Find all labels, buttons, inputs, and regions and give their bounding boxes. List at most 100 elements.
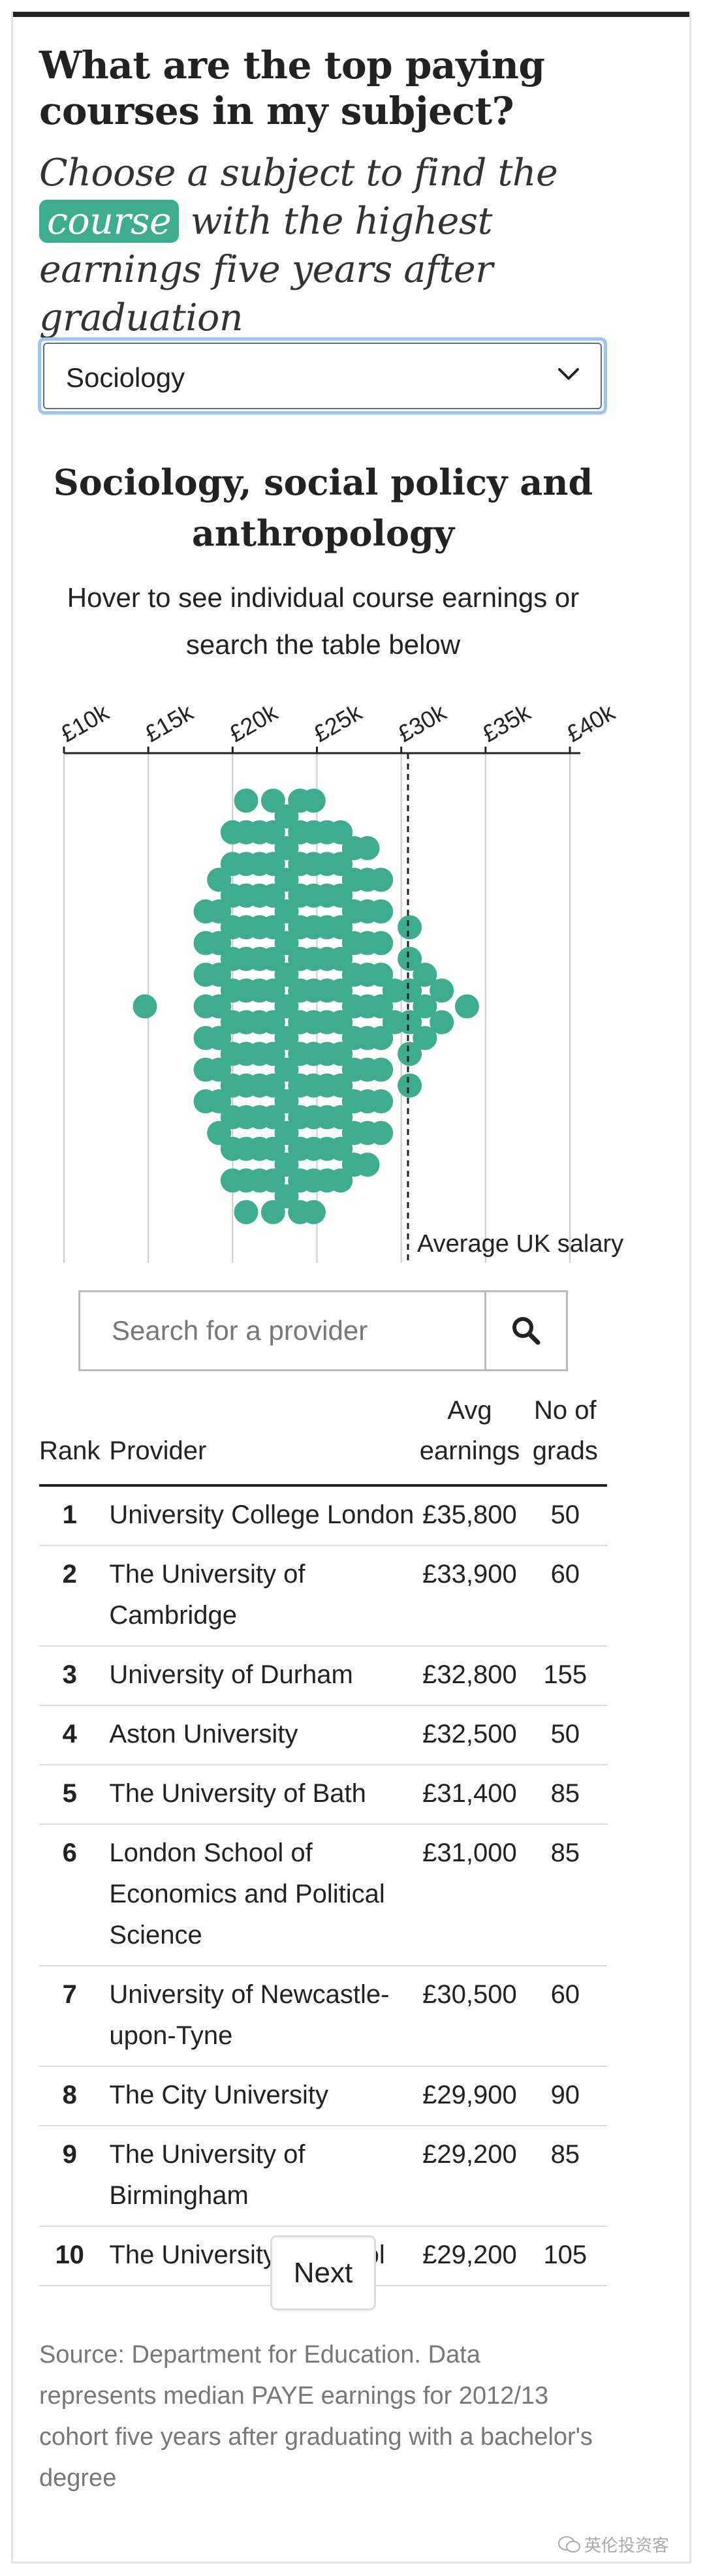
data-point [274, 1089, 299, 1113]
data-point [274, 804, 299, 829]
data-point [355, 1153, 380, 1177]
standfirst-highlight: course [39, 200, 180, 243]
cell-rank: 8 [39, 2066, 101, 2126]
table-row[interactable]: 6 London School of Economics and Politic… [39, 1824, 607, 1966]
cell-grads: 50 [523, 1705, 607, 1765]
cell-earnings: £32,500 [416, 1705, 524, 1765]
cell-earnings: £30,500 [416, 1966, 524, 2067]
header-rank[interactable]: Rank [39, 1390, 101, 1487]
data-point [369, 899, 394, 923]
data-point [413, 1026, 437, 1050]
average-salary-label: Average UK salary [417, 1230, 623, 1258]
cell-grads: 85 [523, 1765, 607, 1825]
cell-rank: 9 [39, 2126, 101, 2227]
x-tick-label: £20k [225, 698, 283, 747]
x-tick-label: £40k [562, 698, 620, 747]
data-point [260, 978, 285, 1003]
data-point [328, 820, 353, 845]
data-point [274, 1153, 299, 1177]
data-point [260, 946, 285, 971]
search-input[interactable] [80, 1292, 485, 1369]
table-row[interactable]: 8 The City University £29,900 90 [39, 2066, 607, 2126]
data-point [260, 1042, 285, 1066]
cell-provider: University of Newcastle-upon-Tyne [100, 1966, 416, 2067]
cell-earnings: £29,200 [416, 2226, 524, 2286]
data-point [369, 1089, 394, 1113]
data-point [398, 1010, 422, 1034]
cell-rank: 3 [39, 1646, 101, 1706]
data-point [274, 931, 299, 955]
cell-rank: 7 [39, 1966, 101, 2067]
standfirst-before: Choose a subject to find the [39, 151, 558, 194]
table-row[interactable]: 2 The University of Cambridge £33,900 60 [39, 1545, 607, 1647]
table-row[interactable]: 7 University of Newcastle-upon-Tyne £30,… [39, 1966, 607, 2067]
data-point [413, 994, 437, 1019]
data-point [207, 931, 232, 955]
data-point [328, 1136, 353, 1161]
data-point [260, 1073, 285, 1098]
watermark: 英伦投资客 [558, 2532, 669, 2556]
data-point [274, 994, 299, 1019]
data-point [207, 899, 232, 923]
article-frame [11, 12, 691, 2564]
table-row[interactable]: 9 The University of Birmingham £29,200 8… [39, 2126, 607, 2227]
data-point [328, 1168, 353, 1193]
dots-layer [133, 788, 479, 1224]
data-point [369, 963, 394, 987]
top-rule [11, 12, 691, 17]
next-button[interactable]: Next [270, 2235, 376, 2310]
data-point [133, 994, 157, 1019]
data-point [328, 946, 353, 971]
data-point [328, 978, 353, 1003]
x-tick-label: £10k [56, 698, 114, 747]
data-point [328, 915, 353, 940]
data-point [328, 852, 353, 877]
header-earnings[interactable]: Avg earnings [416, 1390, 524, 1487]
data-point [207, 963, 232, 987]
chevron-down-icon [558, 368, 579, 380]
data-point [207, 1057, 232, 1082]
cell-grads: 155 [523, 1646, 607, 1706]
table-row[interactable]: 4 Aston University £32,500 50 [39, 1705, 607, 1765]
data-point [430, 1010, 454, 1034]
cell-provider: University of Durham [100, 1646, 416, 1706]
search-button[interactable] [484, 1292, 566, 1369]
data-point [274, 836, 299, 860]
header-provider[interactable]: Provider [100, 1390, 416, 1487]
standfirst: Choose a subject to find the course with… [39, 149, 666, 342]
data-point [430, 978, 454, 1003]
cell-grads: 60 [523, 1966, 607, 2067]
subject-select[interactable]: Sociology [38, 337, 607, 414]
x-tick-label: £25k [309, 698, 367, 747]
data-point [260, 1105, 285, 1130]
data-point [369, 1026, 394, 1050]
table-row[interactable]: 3 University of Durham £32,800 155 [39, 1646, 607, 1706]
cell-grads: 85 [523, 2126, 607, 2227]
cell-provider: University College London [100, 1485, 416, 1546]
data-point [369, 1057, 394, 1082]
cell-provider: The University of Cambridge [100, 1545, 416, 1647]
table-row[interactable]: 1 University College London £35,800 50 [39, 1485, 607, 1546]
data-point [274, 1026, 299, 1050]
results-table: Rank Provider Avg earnings No of grads 1… [39, 1390, 607, 2286]
data-point [260, 915, 285, 940]
cell-earnings: £31,000 [416, 1824, 524, 1966]
data-point [207, 867, 232, 892]
data-point [328, 1105, 353, 1130]
chart-subtitle: Hover to see individual course earnings … [67, 582, 580, 660]
beeswarm-chart: £10k £15k £20k £25k £30k £35k £40k Average UK s… [56, 698, 623, 1263]
cell-earnings: £31,400 [416, 1765, 524, 1825]
data-point [274, 867, 299, 892]
data-point [301, 788, 326, 813]
data-point [328, 1042, 353, 1066]
cell-provider: Aston University [100, 1705, 416, 1765]
data-point [274, 1121, 299, 1145]
cell-provider: London School of Economics and Political… [100, 1824, 416, 1966]
cell-rank: 6 [39, 1824, 101, 1966]
table-row[interactable]: 5 The University of Bath £31,400 85 [39, 1765, 607, 1825]
cell-grads: 60 [523, 1545, 607, 1647]
data-point [398, 978, 422, 1003]
header-grads[interactable]: No of grads [523, 1390, 607, 1487]
data-point [274, 1057, 299, 1082]
x-tick-label: £30k [393, 698, 451, 747]
